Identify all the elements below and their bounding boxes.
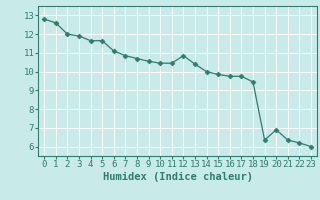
X-axis label: Humidex (Indice chaleur): Humidex (Indice chaleur) — [103, 172, 252, 182]
